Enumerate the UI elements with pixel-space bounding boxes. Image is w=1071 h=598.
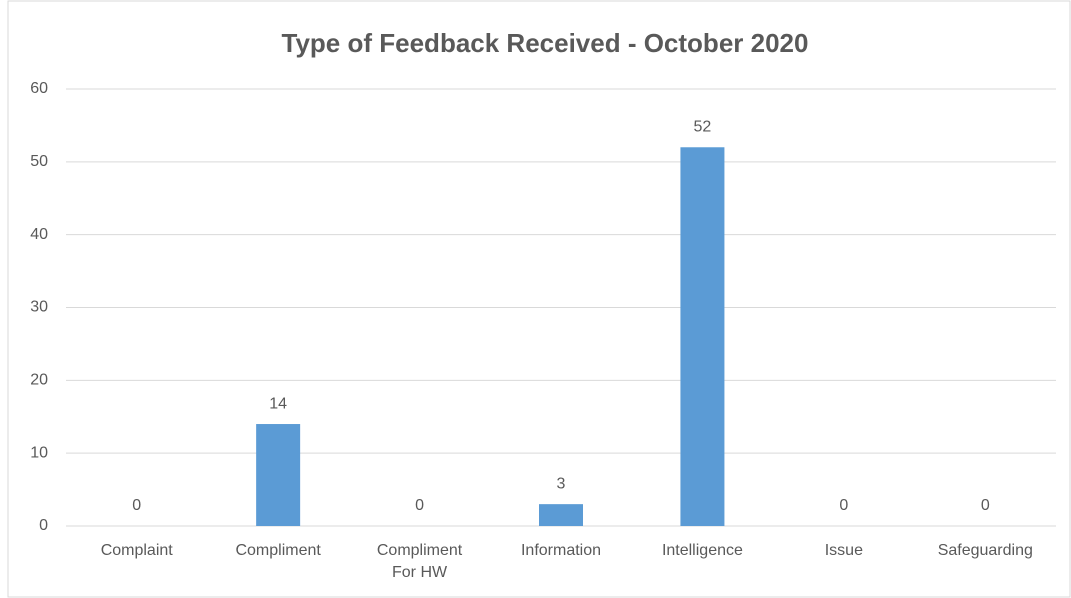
y-tick-label: 30	[30, 299, 48, 316]
x-tick-label: Complaint	[100, 542, 173, 559]
data-label: 0	[981, 497, 990, 514]
bar	[256, 424, 301, 526]
y-tick-label: 60	[30, 80, 48, 97]
data-label: 52	[694, 118, 712, 135]
x-tick-label: Intelligence	[661, 542, 743, 559]
y-tick-label: 10	[30, 444, 48, 461]
y-tick-label: 0	[39, 517, 48, 534]
x-tick-label: Issue	[824, 542, 863, 559]
y-tick-label: 40	[30, 226, 48, 243]
chart-title: Type of Feedback Received - October 2020	[282, 28, 809, 58]
data-label: 0	[839, 497, 848, 514]
x-tick-label: Information	[520, 542, 602, 559]
data-label: 3	[557, 475, 566, 492]
y-tick-label: 20	[30, 372, 48, 389]
y-tick-label: 50	[30, 153, 48, 170]
data-label: 0	[132, 497, 141, 514]
x-tick-label: Compliment	[235, 542, 321, 559]
bar	[680, 147, 725, 526]
chart-frame	[7, 0, 1071, 598]
x-tick-label: Compliment For HW	[376, 542, 463, 581]
bar	[539, 504, 583, 526]
data-label: 14	[269, 395, 287, 412]
x-tick-label: Safeguarding	[937, 542, 1033, 559]
data-label: 0	[415, 497, 424, 514]
